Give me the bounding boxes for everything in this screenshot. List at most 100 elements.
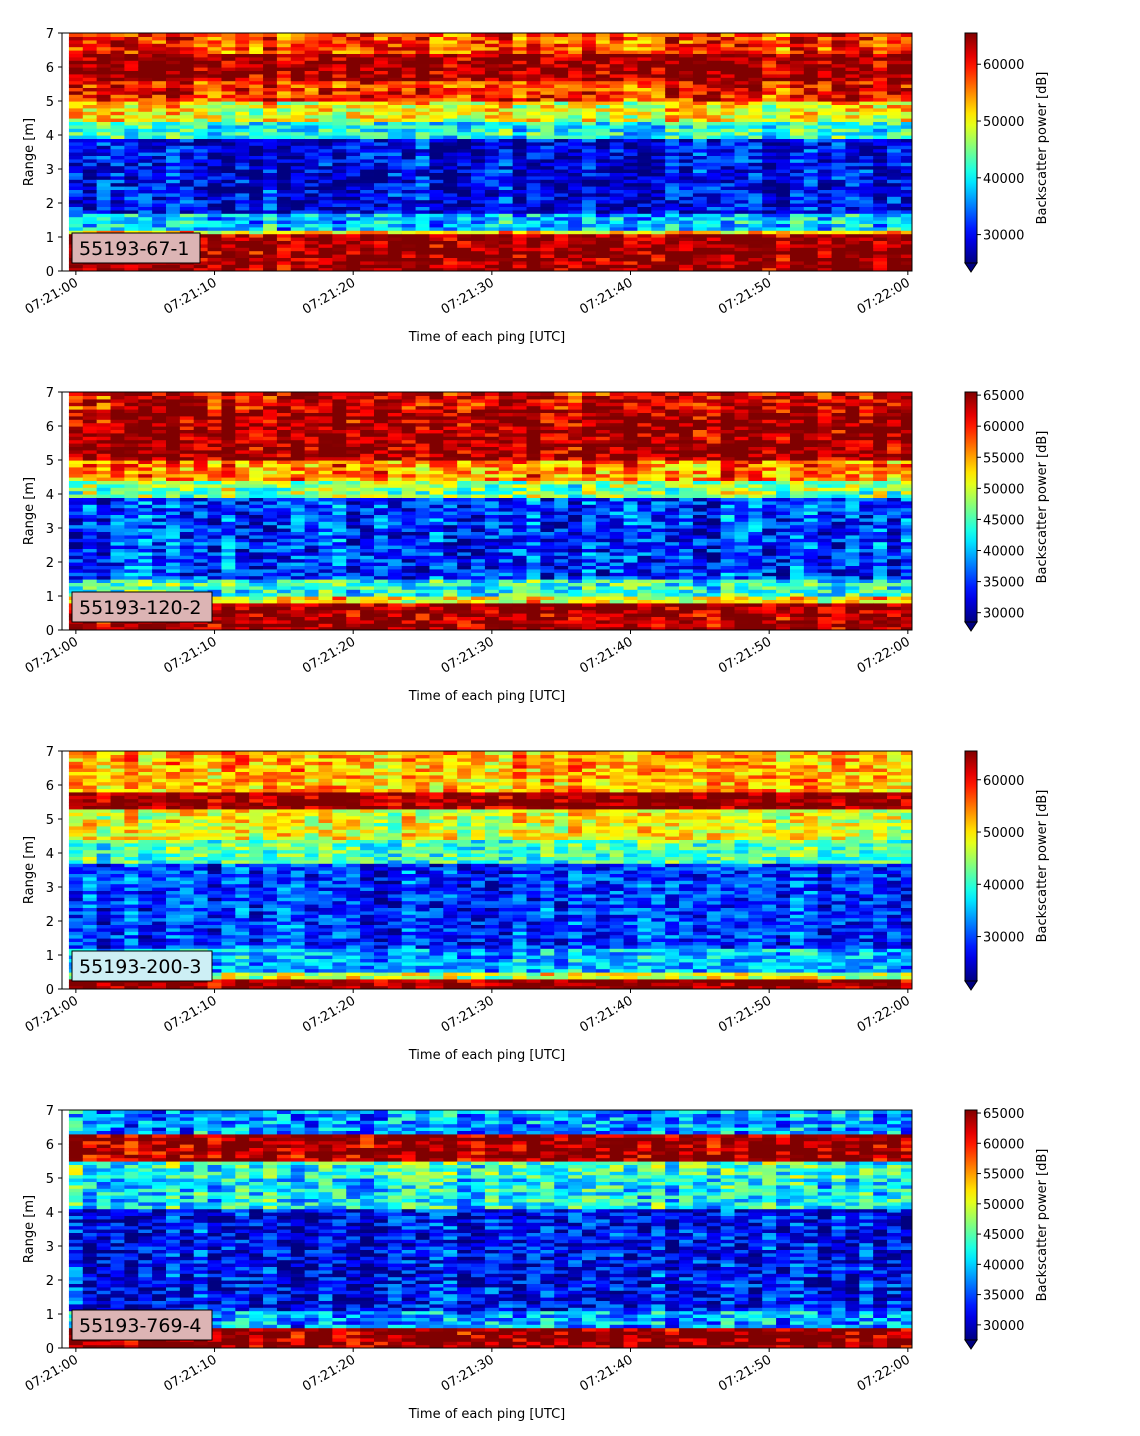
- y-tick-label: 1: [46, 949, 54, 964]
- y-tick-label: 3: [46, 163, 54, 178]
- x-tick-label: 07:21:10: [161, 275, 219, 317]
- axes-frame: [61, 1109, 913, 1349]
- sample-label-box: [71, 950, 213, 982]
- y-tick-label: 7: [46, 1104, 54, 1119]
- y-tick-label: 1: [46, 1308, 54, 1323]
- y-tick-label: 2: [46, 1274, 54, 1289]
- colorbar-tick-label: 65000: [983, 389, 1024, 404]
- y-axis-label: Range [m]: [22, 118, 37, 186]
- colorbar-extend-min: [964, 980, 978, 991]
- y-tick-label: 0: [46, 265, 54, 280]
- colorbar-tick-label: 60000: [983, 420, 1024, 435]
- y-tick-label: 3: [46, 1240, 54, 1255]
- sample-label-box: [71, 232, 201, 264]
- y-tick-label: 2: [46, 915, 54, 930]
- colorbar-label: Backscatter power [dB]: [1035, 72, 1050, 225]
- sample-label: 55193-200-3: [79, 956, 202, 978]
- panel-4: 0 1 2 3 4 5 6 7 07:21:00 07:21:10 07:21:20 07:21:30…: [22, 1104, 1050, 1422]
- x-tick-label: 07:21:10: [161, 634, 219, 676]
- x-tick-label: 07:21:30: [439, 634, 497, 676]
- colorbar-extend-min: [964, 262, 978, 273]
- x-axis-label: Time of each ping [UTC]: [408, 1048, 566, 1063]
- x-axis-label: Time of each ping [UTC]: [408, 689, 566, 704]
- x-tick-label: 07:21:20: [300, 275, 358, 317]
- colorbar-tick-label: 60000: [983, 1137, 1024, 1152]
- colorbar-tick-label: 35000: [983, 576, 1024, 591]
- y-tick-label: 5: [46, 1172, 54, 1187]
- x-tick-label: 07:21:10: [161, 993, 219, 1035]
- heatmap: [68, 751, 912, 989]
- x-tick-label: 07:21:30: [439, 1352, 497, 1394]
- colorbar-tick-label: 50000: [983, 1198, 1024, 1213]
- colorbar-tick-label: 55000: [983, 1168, 1024, 1183]
- x-tick-label: 07:21:10: [161, 1352, 219, 1394]
- y-tick-label: 3: [46, 881, 54, 896]
- sample-label: 55193-120-2: [79, 597, 202, 619]
- x-tick-label: 07:21:20: [300, 993, 358, 1035]
- x-tick-label: 07:21:00: [23, 275, 81, 317]
- x-tick-label: 07:21:20: [300, 1352, 358, 1394]
- x-tick-label: 07:21:40: [577, 634, 635, 676]
- x-tick-label: 07:22:00: [855, 1352, 913, 1394]
- sample-label: 55193-769-4: [79, 1315, 202, 1337]
- axes-frame: [61, 391, 913, 631]
- y-tick-label: 6: [46, 420, 54, 435]
- colorbar-extend-min: [964, 1339, 978, 1350]
- y-tick-label: 7: [46, 386, 54, 401]
- axes-frame: [61, 32, 913, 272]
- x-tick-label: 07:21:50: [716, 275, 774, 317]
- x-tick-label: 07:21:40: [577, 1352, 635, 1394]
- x-tick-label: 07:22:00: [855, 634, 913, 676]
- y-tick-label: 7: [46, 27, 54, 42]
- sample-label-box: [71, 591, 213, 623]
- y-tick-label: 0: [46, 624, 54, 639]
- y-tick-label: 5: [46, 95, 54, 110]
- y-tick-label: 4: [46, 129, 54, 144]
- x-tick-label: 07:22:00: [855, 993, 913, 1035]
- y-tick-label: 7: [46, 745, 54, 760]
- colorbar-tick-label: 40000: [983, 172, 1024, 187]
- panel-1: 0 1 2 3 4 5 6 7 07:21:00 07:21:10 07:21:20 07:21:30…: [22, 27, 1050, 345]
- x-tick-label: 07:21:30: [439, 275, 497, 317]
- y-tick-label: 4: [46, 847, 54, 862]
- colorbar-tick-label: 50000: [983, 826, 1024, 841]
- x-tick-label: 07:21:30: [439, 993, 497, 1035]
- heatmap: [68, 33, 912, 271]
- y-tick-label: 1: [46, 231, 54, 246]
- x-tick-label: 07:21:40: [577, 993, 635, 1035]
- colorbar-tick-label: 40000: [983, 1258, 1024, 1273]
- y-axis-label: Range [m]: [22, 836, 37, 904]
- colorbar-tick-label: 30000: [983, 229, 1024, 244]
- y-tick-label: 1: [46, 590, 54, 605]
- colorbar-tick-label: 60000: [983, 774, 1024, 789]
- y-tick-label: 3: [46, 522, 54, 537]
- colorbar: 30000 35000 40000 45000 50000 55000 60000 65000…: [964, 1107, 1050, 1350]
- heatmap: [68, 1110, 912, 1348]
- sample-label-box: [71, 1309, 213, 1341]
- panel-2: 0 1 2 3 4 5 6 7 07:21:00 07:21:10 07:21:20 07:21:30…: [22, 386, 1050, 704]
- x-axis-label: Time of each ping [UTC]: [408, 330, 566, 345]
- colorbar-tick-label: 30000: [983, 607, 1024, 622]
- y-tick-label: 5: [46, 454, 54, 469]
- x-tick-label: 07:21:00: [23, 993, 81, 1035]
- y-tick-label: 4: [46, 1206, 54, 1221]
- x-tick-label: 07:21:20: [300, 634, 358, 676]
- y-tick-label: 6: [46, 61, 54, 76]
- colorbar-tick-label: 65000: [983, 1107, 1024, 1122]
- colorbar-tick-label: 55000: [983, 451, 1024, 466]
- y-tick-label: 0: [46, 1342, 54, 1357]
- colorbar-label: Backscatter power [dB]: [1035, 431, 1050, 584]
- colorbar: 30000 40000 50000 60000 Backscatter power [d…: [964, 32, 1050, 273]
- y-tick-label: 2: [46, 556, 54, 571]
- x-tick-label: 07:21:50: [716, 634, 774, 676]
- x-tick-label: 07:21:50: [716, 1352, 774, 1394]
- x-axis-label: Time of each ping [UTC]: [408, 1407, 566, 1422]
- x-tick-label: 07:21:00: [23, 1352, 81, 1394]
- y-tick-label: 4: [46, 488, 54, 503]
- colorbar: 30000 40000 50000 60000 Backscatter power [d…: [964, 750, 1050, 991]
- y-axis-label: Range [m]: [22, 1195, 37, 1263]
- colorbar-tick-label: 45000: [983, 513, 1024, 528]
- x-tick-label: 07:22:00: [855, 275, 913, 317]
- colorbar-label: Backscatter power [dB]: [1035, 790, 1050, 943]
